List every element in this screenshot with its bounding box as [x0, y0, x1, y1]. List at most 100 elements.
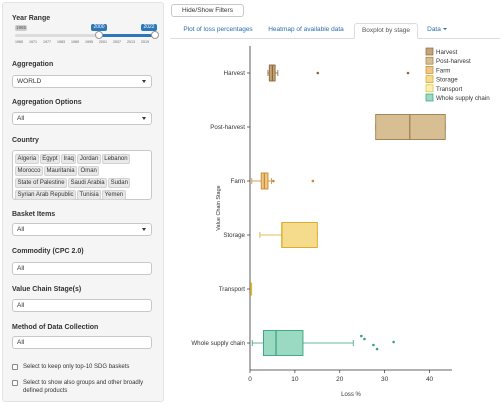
y-tick-label: Transport [219, 286, 246, 293]
outlier-point [316, 71, 320, 75]
country-chip[interactable]: Iraq [61, 154, 77, 164]
year-slider-ticks: 1965 1971 1977 1983 1989 1995 2001 2007 2013 2019 [12, 40, 158, 46]
country-chip[interactable]: Jordan [77, 154, 101, 164]
year-tick-label: 2007 [113, 40, 121, 44]
year-tick-label: 1989 [71, 40, 79, 44]
y-tick-label: Harvest [224, 70, 246, 77]
country-chip[interactable]: Algeria [15, 154, 39, 164]
chevron-down-icon [142, 228, 146, 231]
country-chip[interactable]: Sudan [108, 178, 131, 188]
x-tick-label: 20 [336, 376, 344, 383]
tab-label: Data [427, 26, 441, 33]
legend-swatch [425, 66, 434, 74]
tab-heatmap[interactable]: Heatmap of available data [261, 23, 351, 39]
y-tick-label: Farm [231, 178, 245, 185]
year-slider-track[interactable] [15, 34, 155, 37]
box-storage [281, 222, 318, 248]
x-tick-label: 10 [291, 376, 299, 383]
country-chip[interactable]: Oman [78, 166, 100, 176]
chevron-down-icon [142, 80, 146, 83]
aggregation-options-label: Aggregation Options [12, 99, 82, 106]
year-min-badge: 1965 [15, 25, 27, 31]
y-axis-title: Value Chain Stage [216, 185, 222, 230]
outlier-point [272, 179, 275, 183]
year-tick-label: 2013 [127, 40, 135, 44]
country-multiselect[interactable]: Algeria Egypt Iraq Jordan Lebanon Morocco Maur… [12, 150, 152, 200]
boxplot-chart: 0 10 20 30 40 Loss % Value Chain Stage Harvest P… [191, 46, 490, 398]
tab-boxplot-by-stage[interactable]: Boxplot by stage [354, 23, 418, 39]
country-chip[interactable]: Yemen [102, 190, 126, 200]
country-chip[interactable]: Lebanon [101, 154, 131, 164]
x-tick-label: 40 [426, 376, 434, 383]
country-label: Country [12, 137, 39, 144]
legend-swatch [425, 84, 434, 93]
legend-swatch [425, 75, 434, 83]
year-range-slider[interactable]: 1965 2000 2022 1965 1971 1977 1983 1989 1995 2… [12, 24, 159, 49]
outlier-point [360, 334, 363, 338]
value-chain-input[interactable]: All [12, 299, 152, 312]
outlier-point [372, 343, 375, 347]
year-slider-selection [99, 34, 155, 37]
year-tick-label: 1971 [29, 40, 37, 44]
groups-checkbox-label: Select to show also groups and other bro… [23, 380, 144, 394]
commodity-input[interactable]: All [12, 262, 152, 275]
commodity-label: Commodity (CPC 2.0) [12, 248, 84, 255]
tab-label: Plot of loss percentages [183, 26, 253, 33]
country-chip[interactable]: Mauritania [44, 166, 78, 176]
method-value: All [17, 339, 25, 346]
commodity-value: All [17, 265, 25, 272]
year-tick-label: 2019 [141, 40, 149, 44]
groups-checkbox[interactable] [12, 380, 18, 386]
legend-swatch [425, 56, 434, 65]
tab-data-dropdown[interactable]: Data [422, 23, 452, 39]
year-tick-label: 1977 [43, 40, 51, 44]
hide-show-filters-button[interactable]: Hide/Show Filters [171, 4, 244, 17]
box-whole-supply-chain [263, 330, 304, 356]
year-tick-label: 1995 [85, 40, 93, 44]
basket-items-value: All [17, 226, 25, 233]
year-from-badge: 2000 [91, 24, 107, 31]
country-chip[interactable]: Saudi Arabia [68, 178, 108, 188]
outlier-point [392, 340, 395, 344]
legend-label: Farm [436, 67, 450, 74]
legend-swatch [425, 47, 434, 56]
x-axis-title: Loss % [341, 392, 361, 398]
outlier-point [406, 71, 410, 75]
outlier-point [363, 337, 366, 341]
value-chain-value: All [17, 302, 25, 309]
legend-label: Whole supply chain [436, 95, 490, 102]
method-input[interactable]: All [12, 336, 152, 349]
tab-bar: Plot of loss percentages Heatmap of avai… [170, 20, 500, 39]
year-tick-label: 1965 [15, 40, 23, 44]
tab-plot-loss-percentages[interactable]: Plot of loss percentages [178, 23, 258, 39]
top10-checkbox[interactable] [12, 364, 18, 370]
year-to-badge: 2022 [141, 24, 157, 31]
country-chip[interactable]: Morocco [15, 166, 44, 176]
basket-items-select[interactable]: All [12, 223, 152, 236]
year-from-handle[interactable] [95, 31, 103, 39]
aggregation-options-value: All [17, 115, 25, 122]
aggregation-options-select[interactable]: All [12, 112, 152, 125]
x-tick-label: 0 [248, 376, 252, 383]
value-chain-label: Value Chain Stage(s) [12, 286, 82, 293]
x-tick-label: 30 [381, 376, 389, 383]
country-chip[interactable]: Egypt [39, 154, 61, 164]
year-tick-label: 2001 [99, 40, 107, 44]
groups-checkbox-row[interactable]: Select to show also groups and other bro… [12, 379, 157, 395]
tab-label: Heatmap of available data [268, 26, 344, 33]
legend-swatch [425, 93, 434, 102]
country-chip[interactable]: Tunisia [77, 190, 102, 200]
y-tick-label: Whole supply chain [191, 340, 245, 347]
country-chip[interactable]: State of Palestine [15, 178, 68, 188]
aggregation-select[interactable]: WORLD [12, 75, 152, 88]
year-to-handle[interactable] [151, 31, 159, 39]
country-chip[interactable]: Syrian Arab Republic [15, 190, 77, 200]
y-tick-label: Post-harvest [210, 124, 245, 131]
aggregation-value: WORLD [17, 78, 42, 85]
basket-items-label: Basket Items [12, 211, 56, 218]
top10-checkbox-row[interactable]: Select to keep only top-10 SDG baskets [12, 363, 157, 371]
legend-label: Transport [436, 86, 463, 93]
year-range-label: Year Range [12, 15, 51, 22]
legend-label: Post-harvest [436, 58, 471, 65]
outlier-point [311, 179, 315, 183]
